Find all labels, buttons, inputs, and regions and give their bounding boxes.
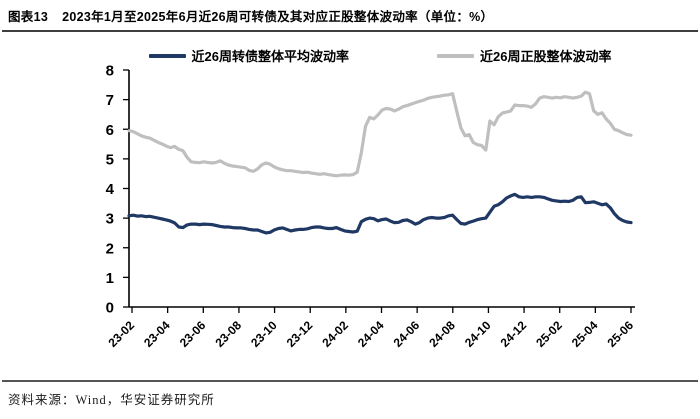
cbond-volatility-line	[127, 192, 633, 235]
y-tick-label: 4	[106, 181, 115, 198]
figure-title: 图表13 2023年1月至2025年6月近26周可转债及其对应正股整体波动率（单位…	[8, 6, 493, 25]
figure-title-text: 2023年1月至2025年6月近26周可转债及其对应正股整体波动率（单位：%）	[62, 10, 494, 24]
x-tick-label: 24-04	[355, 318, 387, 350]
x-tick-label: 23-10	[248, 318, 280, 350]
legend-item-stock-volatility: 近26周正股整体波动率	[437, 46, 611, 65]
x-tick-label: 23-06	[177, 318, 209, 350]
legend-item-cbond-volatility: 近26周转债整体平均波动率	[148, 46, 349, 65]
y-tick-label: 3	[106, 211, 114, 228]
stock-volatility-line	[127, 90, 633, 178]
y-tick-label: 2	[106, 240, 114, 257]
source-note: 资料来源：Wind，华安证券研究所	[8, 393, 215, 407]
title-divider	[2, 30, 698, 32]
y-tick-label: 8	[106, 63, 114, 80]
x-tick-label: 25-06	[605, 318, 637, 350]
x-tick-label: 23-12	[284, 318, 316, 350]
x-tick-label: 24-06	[391, 318, 423, 350]
x-tick-label: 25-04	[569, 318, 601, 350]
x-tick-label: 23-02	[106, 318, 138, 350]
cbond-line-swatch	[148, 53, 186, 58]
x-tick-label: 23-08	[212, 318, 244, 350]
x-tick-label: 24-10	[462, 318, 494, 350]
y-tick-label: 6	[106, 122, 114, 139]
stock-line-swatch	[437, 53, 474, 58]
chart-legend: 近26周转债整体平均波动率 近26周正股整体波动率	[90, 46, 670, 65]
x-tick-label: 23-04	[141, 318, 173, 350]
x-tick-label: 24-12	[498, 318, 530, 350]
x-tick-label: 25-02	[533, 318, 565, 350]
y-tick-label: 7	[106, 92, 114, 109]
y-tick-label: 1	[106, 270, 114, 287]
cbond-legend-label: 近26周转债整体平均波动率	[191, 49, 349, 64]
y-tick-label: 0	[106, 300, 114, 317]
figure-label: 图表13	[8, 10, 49, 24]
x-tick-label: 24-08	[426, 318, 458, 350]
source-divider	[2, 380, 698, 382]
x-tick-label: 24-02	[319, 318, 351, 350]
stock-legend-label: 近26周正股整体波动率	[480, 49, 612, 64]
y-tick-label: 5	[106, 151, 114, 168]
